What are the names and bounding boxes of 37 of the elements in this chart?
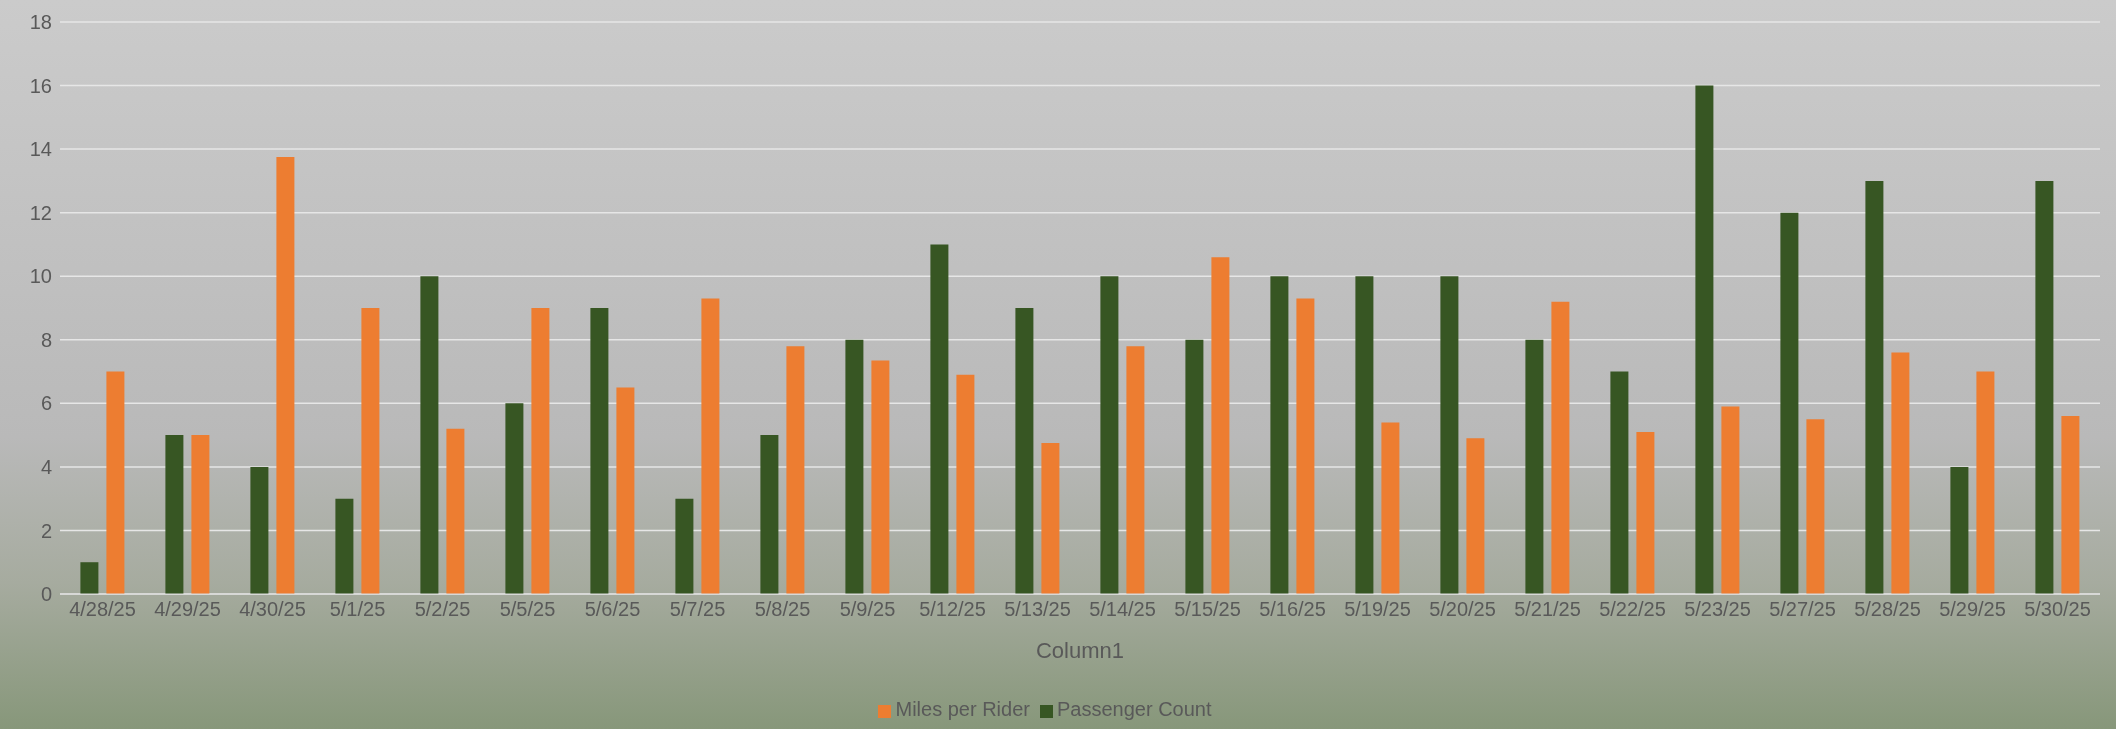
y-tick-label: 6	[40, 392, 52, 415]
x-tick-label: 5/9/25	[839, 598, 896, 621]
x-tick-label: 5/12/25	[919, 598, 986, 621]
x-tick-label: 5/1/25	[329, 598, 386, 621]
x-tick-label: 5/28/25	[1854, 598, 1921, 621]
y-tick-label: 8	[40, 328, 52, 351]
x-tick-label: 5/13/25	[1004, 598, 1071, 621]
y-tick-label: 4	[40, 455, 52, 478]
x-tick-label: 5/8/25	[754, 598, 811, 621]
x-tick-label: 5/29/25	[1939, 598, 2006, 621]
x-tick-label: 5/15/25	[1174, 598, 1241, 621]
legend-label: Miles per Rider	[895, 698, 1030, 720]
x-tick-label: 4/30/25	[239, 598, 306, 621]
x-tick-label: 5/30/25	[2024, 598, 2091, 621]
y-tick-label: 18	[29, 11, 52, 34]
legend-label: Passenger Count	[1056, 698, 1212, 720]
y-tick-label: 2	[40, 519, 52, 542]
x-tick-label: 5/16/25	[1259, 598, 1326, 621]
x-axis-title: Column1	[1035, 638, 1125, 663]
x-tick-label: 5/20/25	[1429, 598, 1496, 621]
x-tick-label: 5/23/25	[1684, 598, 1751, 621]
y-tick-label: 10	[29, 265, 52, 288]
y-tick-label: 12	[29, 201, 52, 224]
x-tick-label: 5/19/25	[1344, 598, 1411, 621]
x-tick-label: 5/21/25	[1514, 598, 1581, 621]
x-tick-label: 5/14/25	[1089, 598, 1156, 621]
x-tick-label: 4/28/25	[69, 598, 136, 621]
x-tick-label: 5/7/25	[669, 598, 726, 621]
x-tick-label: 5/22/25	[1599, 598, 1666, 621]
x-tick-label: 5/6/25	[584, 598, 641, 621]
x-tick-label: 5/2/25	[414, 598, 471, 621]
y-tick-label: 0	[40, 583, 52, 606]
x-tick-label: 5/27/25	[1769, 598, 1836, 621]
x-tick-label: 5/5/25	[499, 598, 556, 621]
x-tick-label: 4/29/25	[154, 598, 221, 621]
y-tick-label: 14	[29, 138, 52, 161]
y-tick-label: 16	[29, 74, 52, 97]
